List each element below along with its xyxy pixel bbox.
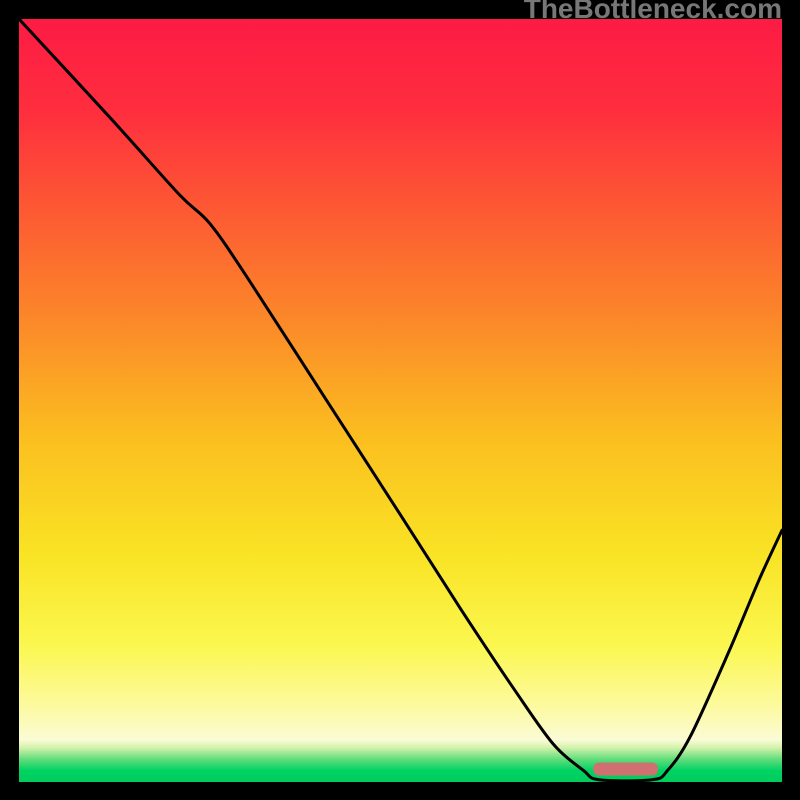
- watermark-label: TheBottleneck.com: [524, 0, 782, 25]
- chart-plot-area: [19, 19, 782, 782]
- chart-svg: [19, 19, 782, 782]
- bottom-marker: [593, 763, 658, 776]
- chart-frame: TheBottleneck.com: [0, 0, 800, 800]
- gradient-background: [19, 19, 782, 782]
